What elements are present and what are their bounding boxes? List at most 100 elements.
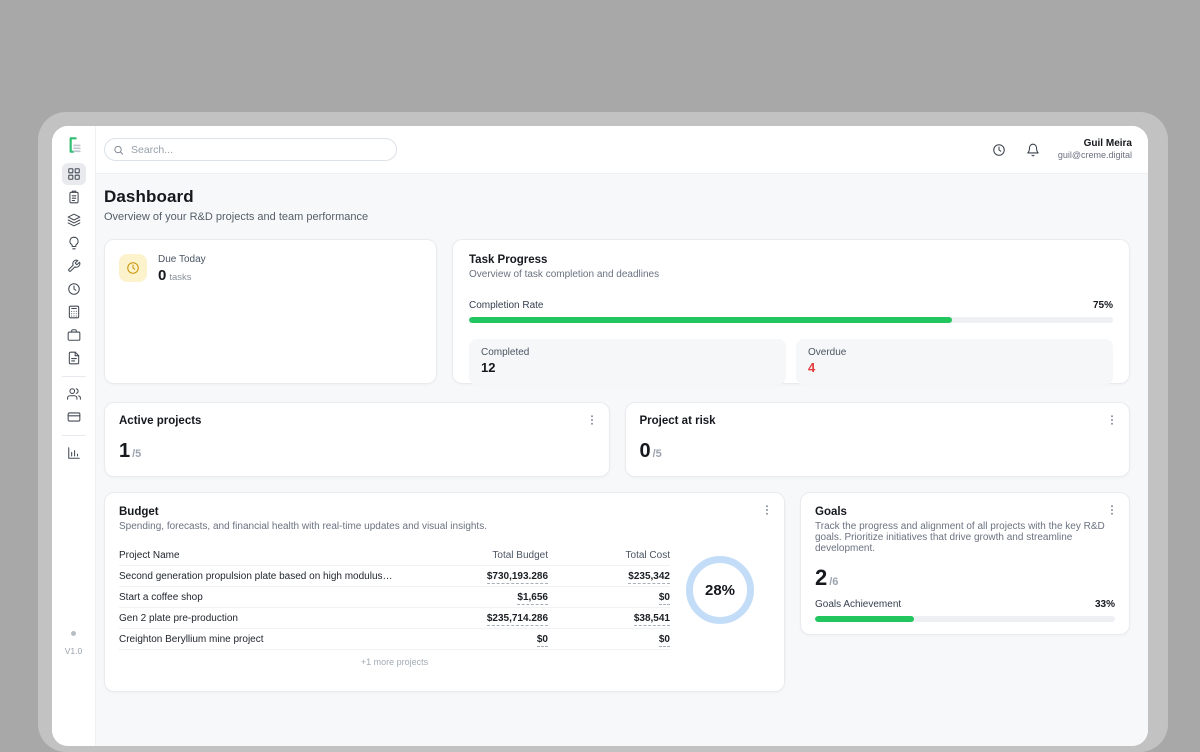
sidebar-divider xyxy=(61,376,86,377)
grid-icon xyxy=(67,167,81,181)
clock-icon[interactable] xyxy=(992,143,1006,157)
completion-rate-value: 75% xyxy=(1092,300,1113,311)
budget-title: Budget xyxy=(119,506,159,518)
app-window: V1.0 Guil Meira guil@creme.digital Dashb… xyxy=(52,126,1148,746)
goals-achievement-label: Goals Achievement xyxy=(815,599,902,610)
total-cost-value[interactable]: $0 xyxy=(658,591,670,605)
project-at-risk-card: Project at risk 0/5 xyxy=(624,402,1130,477)
total-budget-value[interactable]: $0 xyxy=(536,633,548,647)
file-icon xyxy=(67,351,81,365)
column-project-name: Project Name xyxy=(119,550,180,561)
search-box xyxy=(104,138,397,161)
goals-progress-bar xyxy=(815,616,1115,622)
sidebar-item-wrench[interactable] xyxy=(62,255,86,277)
sidebar-divider xyxy=(61,435,86,436)
column-total-cost: Total Cost xyxy=(625,550,670,561)
sidebar-item-clipboard[interactable] xyxy=(62,186,86,208)
goals-subtitle: Track the progress and alignment of all … xyxy=(815,521,1105,554)
more-projects-link[interactable]: +1 more projects xyxy=(360,657,429,667)
status-dot xyxy=(71,631,76,636)
clipboard-icon xyxy=(67,190,81,204)
active-projects-value: 1 xyxy=(119,440,131,462)
lightbulb-icon xyxy=(67,236,81,250)
task-progress-title: Task Progress xyxy=(469,254,548,266)
task-progress-card: Task Progress Overview of task completio… xyxy=(452,239,1130,385)
table-row[interactable]: Start a coffee shop $1,656 $0 xyxy=(119,587,670,608)
topbar: Guil Meira guil@creme.digital xyxy=(96,126,1148,174)
clock-icon xyxy=(126,261,140,275)
total-cost-value[interactable]: $0 xyxy=(658,633,670,647)
goals-value: 2 xyxy=(815,565,828,590)
search-input[interactable] xyxy=(104,138,397,161)
search-icon xyxy=(113,144,124,155)
budget-donut-chart: 28% xyxy=(686,556,754,624)
budget-table: Project Name Total Budget Total Cost Sec… xyxy=(119,546,670,667)
sidebar-item-layers[interactable] xyxy=(62,209,86,231)
goals-title: Goals xyxy=(815,506,847,518)
users-icon xyxy=(67,387,81,401)
kebab-menu-icon[interactable] xyxy=(1105,413,1119,427)
active-projects-card: Active projects 1/5 xyxy=(104,402,610,477)
bell-icon[interactable] xyxy=(1026,143,1040,157)
credit-card-icon xyxy=(67,410,81,424)
task-progress-subtitle: Overview of task completion and deadline… xyxy=(469,269,660,280)
completed-stat-box: Completed 12 xyxy=(469,339,786,385)
completed-value: 12 xyxy=(481,360,496,375)
table-row[interactable]: Creighton Beryllium mine project $0 $0 xyxy=(119,629,670,650)
layers-icon xyxy=(67,213,81,227)
sidebar-nav xyxy=(61,163,86,465)
goals-card: Goals Track the progress and alignment o… xyxy=(800,492,1130,635)
sidebar-item-clock[interactable] xyxy=(62,278,86,300)
total-budget-value[interactable]: $1,656 xyxy=(517,591,548,605)
budget-card: Budget Spending, forecasts, and financia… xyxy=(104,492,785,692)
sidebar-item-file[interactable] xyxy=(62,347,86,369)
total-budget-value[interactable]: $730,193.286 xyxy=(486,570,548,584)
page-subtitle: Overview of your R&D projects and team p… xyxy=(104,211,369,223)
briefcase-icon xyxy=(67,328,81,342)
active-projects-total: /5 xyxy=(132,448,142,460)
overdue-value: 4 xyxy=(808,360,816,375)
project-at-risk-total: /5 xyxy=(652,448,662,460)
sidebar-item-users[interactable] xyxy=(62,383,86,405)
sidebar-item-calculator[interactable] xyxy=(62,301,86,323)
version-label: V1.0 xyxy=(64,646,83,656)
table-row[interactable]: Second generation propulsion plate based… xyxy=(119,566,670,587)
due-today-value: 0 xyxy=(158,267,167,284)
goals-progress-fill xyxy=(815,616,914,622)
sidebar-item-grid[interactable] xyxy=(61,163,86,185)
total-cost-value[interactable]: $38,541 xyxy=(633,612,670,626)
active-projects-title: Active projects xyxy=(119,415,202,427)
calculator-icon xyxy=(67,305,81,319)
budget-ring-area: 28% xyxy=(670,546,770,667)
kebab-menu-icon[interactable] xyxy=(585,413,599,427)
page-title: Dashboard xyxy=(104,187,194,206)
user-menu[interactable]: Guil Meira guil@creme.digital xyxy=(1058,138,1132,162)
due-today-icon-box xyxy=(119,254,147,282)
bar-chart-icon xyxy=(67,446,81,460)
table-row[interactable]: Gen 2 plate pre-production $235,714.286 $3… xyxy=(119,608,670,629)
overdue-stat-box: Overdue 4 xyxy=(796,339,1113,385)
project-at-risk-title: Project at risk xyxy=(639,415,716,427)
budget-table-body: Second generation propulsion plate based… xyxy=(119,566,670,650)
dashboard-content: Dashboard Overview of your R&D projects … xyxy=(96,174,1148,746)
kebab-menu-icon[interactable] xyxy=(1105,503,1119,517)
due-today-label: Due Today xyxy=(158,254,206,265)
sidebar-item-lightbulb[interactable] xyxy=(62,232,86,254)
due-today-unit: tasks xyxy=(169,272,192,283)
sidebar-item-credit-card[interactable] xyxy=(62,406,86,428)
overdue-label: Overdue xyxy=(808,347,847,358)
budget-subtitle: Spending, forecasts, and financial healt… xyxy=(119,521,487,532)
total-budget-value[interactable]: $235,714.286 xyxy=(486,612,548,626)
project-at-risk-value: 0 xyxy=(639,440,651,462)
main-area: Guil Meira guil@creme.digital Dashboard … xyxy=(96,126,1148,746)
goals-total: /6 xyxy=(829,576,839,588)
app-logo-icon xyxy=(69,137,81,153)
column-total-budget: Total Budget xyxy=(492,550,548,561)
sidebar-version: V1.0 xyxy=(52,631,95,656)
total-cost-value[interactable]: $235,342 xyxy=(628,570,670,584)
sidebar-item-briefcase[interactable] xyxy=(62,324,86,346)
kebab-menu-icon[interactable] xyxy=(760,503,774,517)
completion-rate-label: Completion Rate xyxy=(469,300,544,311)
clock-icon xyxy=(67,282,81,296)
sidebar-item-bar-chart[interactable] xyxy=(62,442,86,464)
